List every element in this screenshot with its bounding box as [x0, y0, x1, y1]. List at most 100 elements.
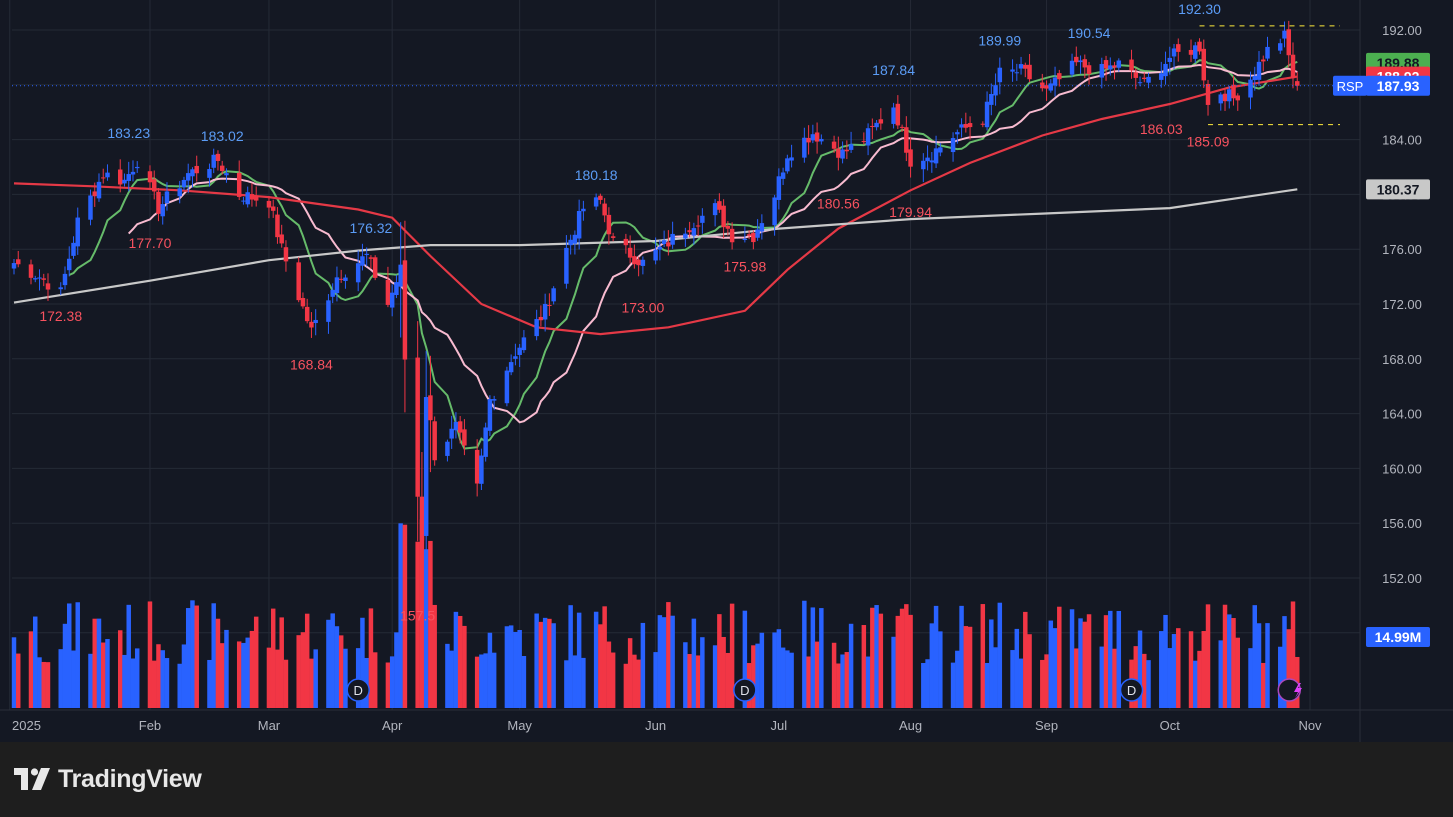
candle-body: [666, 242, 671, 247]
candle-body: [58, 287, 63, 290]
candle-body: [1040, 82, 1045, 89]
candle-body: [989, 94, 994, 105]
volume-bar: [1193, 660, 1198, 708]
candle-body: [904, 127, 909, 153]
tradingview-logo[interactable]: TradingView: [14, 762, 202, 796]
volume-bar: [1197, 650, 1202, 708]
candle-body: [806, 137, 811, 143]
candle-body: [653, 249, 658, 261]
volume-bar: [474, 656, 480, 708]
candle-body: [1057, 73, 1062, 80]
candle-body: [1163, 63, 1168, 77]
volume-bar: [572, 655, 578, 708]
volume-bar: [266, 647, 272, 708]
candle-body: [865, 128, 871, 146]
candle-body: [551, 288, 556, 302]
candle-body: [62, 273, 68, 286]
candle-body: [457, 421, 463, 433]
candle-body: [1014, 72, 1020, 74]
time-tick-label: Jul: [771, 718, 788, 733]
volume-bar: [551, 623, 556, 708]
volume-bar: [71, 650, 76, 708]
annotation-label: 175.98: [723, 258, 766, 274]
volume-bar: [394, 632, 399, 708]
candle-body: [848, 144, 854, 150]
time-tick-label: May: [507, 718, 532, 733]
time-tick-label: Nov: [1298, 718, 1322, 733]
candle-body: [984, 101, 990, 128]
volume-bar: [1231, 618, 1236, 708]
candle-body: [938, 147, 943, 153]
candle-body: [151, 179, 157, 192]
annotation-label: 157.5: [400, 608, 435, 624]
candle-body: [1086, 65, 1092, 75]
candle-body: [547, 304, 552, 306]
candle-body: [517, 347, 522, 355]
candle-body: [746, 234, 752, 236]
volume-tag: 14.99M: [1375, 629, 1422, 645]
dividend-marker[interactable]: [733, 678, 757, 702]
price-tick-label: 168.00: [1382, 352, 1422, 367]
candle-body: [776, 176, 782, 200]
price-chart[interactable]: 172.38 183.23 177.70 183.02 168.84 176.32 157.…: [0, 0, 1453, 742]
candle-body: [164, 191, 170, 204]
volume-bar: [814, 641, 820, 708]
candle-body: [368, 257, 374, 259]
candle-body: [126, 174, 131, 181]
volume-bar: [1227, 614, 1232, 708]
volume-bar: [330, 613, 335, 708]
volume-bar: [117, 630, 123, 708]
volume-bar: [1057, 606, 1062, 708]
candle-body: [1018, 64, 1024, 69]
volume-bar: [1078, 618, 1083, 708]
volume-bar: [300, 632, 306, 708]
volume-bar: [772, 632, 777, 708]
candle-body: [1235, 95, 1241, 101]
annotation-label: 172.38: [39, 308, 82, 324]
volume-bar: [806, 656, 811, 708]
chart-panel[interactable]: 172.38 183.23 177.70 183.02 168.84 176.32 157.…: [0, 0, 1453, 742]
candle-body: [479, 455, 484, 484]
volume-bar: [491, 652, 497, 708]
volume-bar: [479, 654, 484, 708]
volume-bar: [445, 643, 450, 708]
candle-body: [122, 179, 127, 184]
candle-body: [819, 138, 824, 142]
candle-body: [330, 289, 335, 297]
candle-body: [538, 316, 544, 321]
candle-body: [1023, 64, 1028, 69]
candle-body: [1282, 30, 1287, 39]
dividend-marker[interactable]: [1119, 678, 1144, 702]
annotation-label: 180.18: [575, 167, 618, 183]
candle-body: [1112, 65, 1117, 68]
candle-body: [1116, 60, 1122, 68]
volume-bar: [313, 649, 318, 708]
candle-body: [1099, 63, 1105, 78]
volume-bar: [1159, 631, 1164, 708]
candle-body: [207, 169, 212, 178]
candle-body: [861, 141, 867, 143]
volume-bar: [355, 648, 361, 708]
volume-bar: [419, 519, 425, 708]
volume-bar: [92, 618, 97, 708]
volume-bar: [1018, 658, 1024, 708]
volume-bar: [1040, 659, 1045, 708]
candle-body: [45, 283, 51, 290]
volume-bar: [581, 657, 586, 708]
candle-body: [814, 132, 820, 142]
candle-body: [445, 441, 450, 456]
dividend-marker[interactable]: [346, 678, 370, 702]
candle-body: [564, 247, 569, 284]
volume-bar: [938, 631, 943, 708]
candle-body: [925, 157, 930, 162]
volume-bar: [831, 642, 837, 708]
volume-bar: [423, 549, 429, 708]
candle-body: [1167, 57, 1173, 62]
volume-bar: [751, 645, 756, 708]
volume-bar: [802, 600, 807, 708]
candle-body: [66, 258, 72, 271]
candle-body: [1193, 45, 1198, 59]
volume-bar: [653, 652, 658, 708]
candle-body: [1078, 60, 1083, 63]
candle-body: [1295, 81, 1300, 86]
